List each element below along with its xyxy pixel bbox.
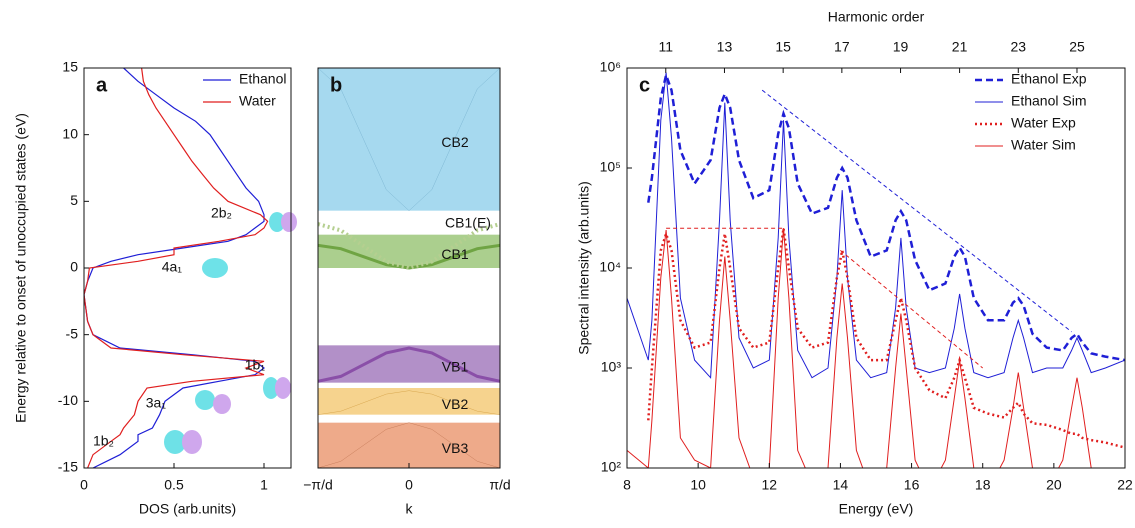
x-tick-label: 22 — [1117, 477, 1133, 493]
x2-axis-label: Harmonic order — [828, 9, 925, 25]
x-tick-label: 20 — [1046, 477, 1062, 493]
band-label: VB2 — [442, 396, 469, 412]
legend-label: Water — [239, 93, 276, 109]
y-tick-label: 5 — [70, 192, 78, 208]
x2-tick-label: 21 — [952, 39, 968, 55]
plot-area — [318, 68, 500, 468]
panel-label: c — [639, 74, 650, 96]
y-tick-label: 10⁵ — [600, 159, 621, 175]
x2-tick-label: 17 — [834, 39, 850, 55]
band — [318, 345, 500, 383]
y-tick-label: 10⁶ — [600, 59, 621, 75]
x2-tick-label: 11 — [658, 39, 673, 55]
x-tick-label: 14 — [833, 477, 849, 493]
x2-tick-label: 23 — [1010, 39, 1026, 55]
legend-label: Ethanol Sim — [1011, 93, 1086, 109]
y-tick-label: 10² — [601, 459, 622, 475]
annotation: 4a₁ — [162, 259, 183, 275]
y-tick-label: 10⁴ — [599, 259, 621, 275]
y-tick-label: 10 — [62, 125, 78, 141]
y-axis-label: Energy relative to onset of unoccupied s… — [13, 113, 29, 423]
x-tick-label: 12 — [761, 477, 777, 493]
band — [318, 68, 500, 211]
legend-label: Ethanol Exp — [1011, 71, 1087, 87]
x-tick-label: 8 — [623, 477, 631, 493]
legend-label: Water Sim — [1011, 137, 1076, 153]
x2-tick-label: 13 — [717, 39, 733, 55]
series-line — [647, 70, 1125, 362]
panel-label: b — [330, 74, 342, 96]
y-axis-label: Spectral intensity (arb.units) — [576, 181, 592, 355]
legend-label: Water Exp — [1011, 115, 1076, 131]
series-line — [84, 68, 269, 468]
y-tick-label: -5 — [66, 325, 79, 341]
band-curve — [318, 390, 500, 415]
x-tick-label: 16 — [904, 477, 920, 493]
y-tick-label: -15 — [58, 459, 78, 475]
x-axis-label: DOS (arb.units) — [139, 501, 236, 517]
guide-line — [761, 89, 1072, 333]
guide-line — [840, 250, 984, 369]
x-tick-label: 0 — [405, 477, 413, 493]
x2-tick-label: 25 — [1069, 39, 1085, 55]
series-line — [647, 228, 1125, 449]
annotation: 1b₂ — [93, 433, 114, 449]
x-tick-label: 0.5 — [164, 477, 184, 493]
x-tick-label: −π/d — [303, 477, 333, 493]
band — [318, 422, 500, 468]
band-label: CB1 — [441, 246, 468, 262]
series-line — [627, 228, 1125, 468]
x-tick-label: 1 — [260, 477, 268, 493]
x-tick-label: π/d — [489, 477, 510, 493]
x-axis-label: Energy (eV) — [839, 501, 914, 517]
curve-label: CB1(E) — [445, 215, 491, 231]
x-tick-label: 10 — [690, 477, 706, 493]
x-axis-label: k — [406, 501, 414, 517]
y-tick-label: 10³ — [601, 359, 622, 375]
band-label: CB2 — [441, 134, 468, 150]
y-tick-label: 0 — [70, 259, 78, 275]
x-tick-label: 18 — [975, 477, 991, 493]
legend-label: Ethanol — [239, 71, 286, 87]
orbital-icons — [164, 212, 297, 454]
x2-tick-label: 19 — [893, 39, 909, 55]
annotation: 2b₂ — [211, 205, 232, 221]
plot-area — [84, 68, 269, 468]
y-tick-label: 15 — [62, 59, 78, 75]
annotation: 3a₁ — [146, 395, 167, 411]
band-curve — [318, 346, 500, 383]
band-label: VB3 — [442, 440, 469, 456]
x2-tick-label: 15 — [775, 39, 791, 55]
band-label: VB1 — [442, 359, 469, 375]
band-curve — [318, 422, 500, 468]
annotation: 1b₁ — [245, 357, 266, 373]
panel-label: a — [96, 74, 108, 96]
band — [318, 388, 500, 415]
y-tick-label: -10 — [58, 392, 78, 408]
band-curve — [318, 243, 500, 270]
frame — [83, 67, 292, 469]
plot-area — [627, 70, 1125, 468]
x-tick-label: 0 — [80, 477, 88, 493]
band-curve — [318, 68, 500, 212]
